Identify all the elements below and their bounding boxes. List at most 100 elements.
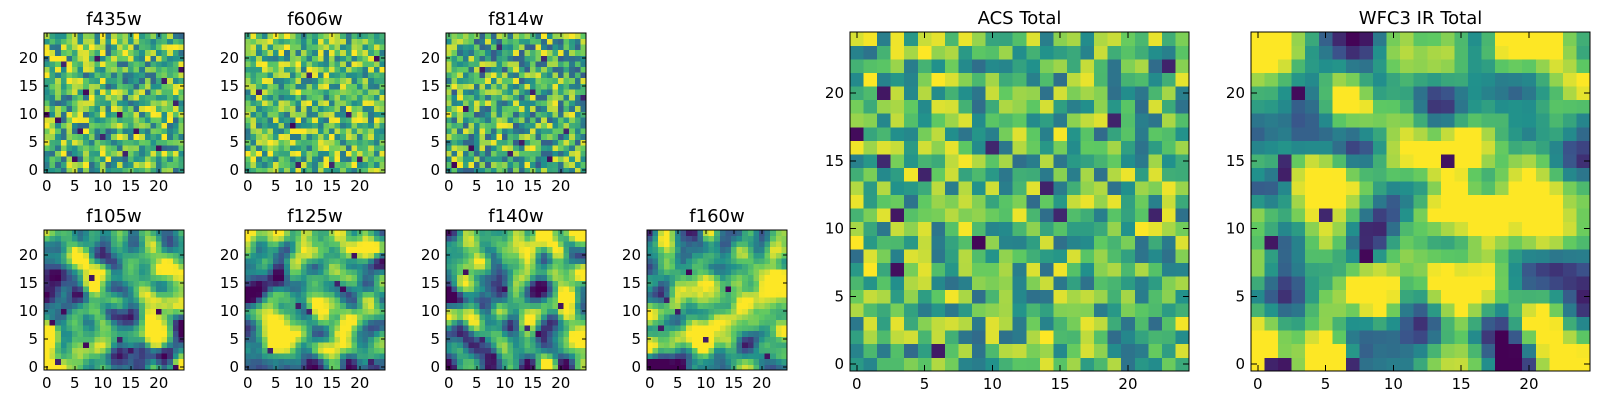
heatmap-cell: [502, 150, 508, 157]
heatmap-cell: [524, 89, 531, 95]
heatmap-cell: [72, 49, 78, 56]
heatmap-cell: [731, 274, 737, 281]
heatmap-cell: [250, 105, 257, 112]
heatmap-cell: [105, 325, 112, 332]
heatmap-cell: [580, 330, 587, 337]
heatmap-cell: [289, 280, 296, 287]
heatmap-cell: [49, 77, 56, 84]
heatmap-cell: [133, 167, 140, 174]
heatmap-cell: [301, 161, 307, 168]
heatmap-cell: [72, 302, 78, 309]
heatmap-cell: [513, 89, 520, 95]
heatmap-cell: [111, 105, 118, 112]
heatmap-cell: [451, 280, 458, 287]
heatmap-cell: [479, 291, 486, 298]
heatmap-cell: [1026, 181, 1041, 196]
heatmap-cell: [507, 145, 514, 151]
heatmap-cell: [714, 280, 721, 287]
heatmap-cell: [1148, 343, 1163, 358]
y-tick-label: 10: [19, 302, 38, 320]
heatmap-cell: [563, 347, 570, 354]
heatmap-cell: [88, 161, 95, 168]
heatmap-cell: [133, 353, 140, 360]
heatmap-cell: [931, 357, 946, 372]
heatmap-cell: [663, 258, 670, 264]
heatmap-cell: [77, 246, 84, 253]
heatmap-cell: [468, 258, 475, 264]
heatmap-cell: [49, 150, 56, 157]
x-tick-label: 0: [444, 177, 454, 195]
heatmap-cell: [72, 66, 78, 73]
heatmap-cell: [83, 44, 90, 51]
heatmap-cell: [485, 83, 492, 90]
heatmap-cell: [535, 55, 542, 62]
heatmap-cell: [944, 289, 959, 304]
heatmap-cell: [60, 44, 67, 51]
heatmap-cell: [312, 286, 319, 292]
heatmap-cell: [1012, 235, 1027, 250]
heatmap-cell: [250, 167, 257, 174]
heatmap-cell: [569, 246, 576, 253]
heatmap-cell: [770, 263, 777, 270]
heatmap-cell: [753, 230, 760, 236]
heatmap-cell: [731, 330, 737, 337]
heatmap-cell: [513, 308, 520, 315]
heatmap-cell: [457, 33, 464, 39]
heatmap-cell: [122, 94, 129, 101]
heatmap-cell: [658, 342, 665, 348]
heatmap-cell: [753, 274, 760, 281]
heatmap-cell: [306, 139, 313, 146]
heatmap-cell: [373, 89, 380, 95]
heatmap-cell: [329, 286, 335, 292]
heatmap-cell: [368, 111, 375, 118]
heatmap-cell: [479, 145, 486, 151]
heatmap-cell: [351, 77, 358, 84]
heatmap-cell: [340, 94, 347, 101]
heatmap-cell: [770, 286, 777, 292]
heatmap-cell: [323, 330, 330, 337]
heatmap-cell: [256, 167, 263, 174]
heatmap-cell: [94, 241, 101, 248]
heatmap-cell: [111, 347, 118, 354]
heatmap-cell: [312, 353, 319, 360]
heatmap-cell: [552, 263, 559, 270]
heatmap-cell: [513, 167, 520, 174]
heatmap-cell: [156, 263, 162, 270]
heatmap-cell: [116, 269, 123, 276]
heatmap-cell: [917, 289, 932, 304]
heatmap-cell: [295, 230, 302, 236]
heatmap-cell: [66, 263, 73, 270]
heatmap-cell: [340, 325, 347, 332]
heatmap-cell: [457, 105, 464, 112]
heatmap-cell: [658, 246, 665, 253]
heatmap-cell: [451, 89, 458, 95]
heatmap-cell: [691, 342, 698, 348]
heatmap-cell: [675, 342, 681, 348]
heatmap-cell: [451, 269, 458, 276]
heatmap-cell: [312, 44, 319, 51]
heatmap-cell: [250, 122, 257, 129]
heatmap-cell: [530, 105, 536, 112]
heatmap-cell: [451, 44, 458, 51]
heatmap-cell: [558, 286, 564, 292]
heatmap-cell: [931, 262, 946, 277]
heatmap-cell: [150, 156, 157, 163]
heatmap-cell: [541, 336, 548, 343]
heatmap-cell: [652, 258, 659, 264]
heatmap-cell: [111, 258, 118, 264]
heatmap-cell: [357, 353, 363, 360]
heatmap-cell: [306, 263, 313, 270]
heatmap-cell: [340, 83, 347, 90]
heatmap-cell: [647, 330, 653, 337]
heatmap-cell: [111, 66, 118, 73]
heatmap-cell: [295, 263, 302, 270]
heatmap-cell: [675, 269, 681, 276]
heatmap-cell: [161, 291, 168, 298]
heatmap-cell: [669, 230, 676, 236]
heatmap-cell: [111, 49, 118, 56]
heatmap-cell: [161, 347, 168, 354]
heatmap-cell: [714, 319, 721, 326]
panel-title: f606w: [287, 9, 342, 30]
heatmap-cell: [373, 297, 380, 304]
heatmap-cell: [178, 72, 185, 79]
